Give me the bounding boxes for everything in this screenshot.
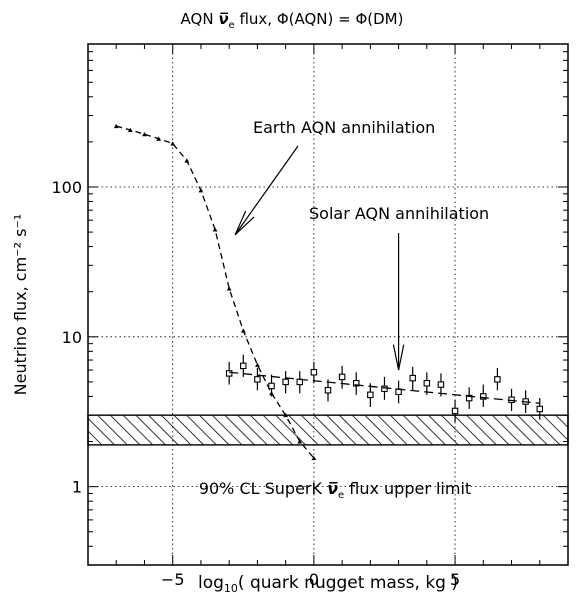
grid [88, 44, 568, 565]
superk-annotation-part: ν̅ [327, 479, 338, 498]
earth-point [113, 123, 119, 129]
upper-limit-band-rect [87, 414, 569, 446]
y-tick-label: 100 [51, 178, 82, 197]
upper-limit-band [87, 414, 569, 446]
earth-annotation: Earth AQN annihilation [253, 118, 435, 137]
solar-point [338, 373, 346, 381]
y-axis-label: Neutrino flux, cm⁻² s⁻¹ [11, 214, 30, 396]
superk-annotation-part: e [338, 490, 344, 501]
x-axis-label-part: ( quark nugget mass, kg ) [238, 573, 458, 593]
solar-point [437, 381, 445, 388]
earth-point [170, 141, 176, 146]
earth-point [184, 158, 190, 163]
superk-annotation-part: 90% CL SuperK [199, 479, 327, 498]
x-axis-label-part: log [198, 573, 224, 593]
series [113, 123, 544, 461]
x-axis-label: log10( quark nugget mass, kg ) [198, 573, 458, 594]
earth-point [255, 362, 260, 367]
earth-series-line [116, 125, 315, 459]
annotations [234, 145, 405, 371]
solar-arrow-head [392, 344, 405, 371]
solar-annotation: Solar AQN annihilation [309, 204, 489, 223]
x-tick-label: 0 [309, 570, 319, 589]
solar-point [268, 382, 275, 390]
solar-point [494, 376, 501, 383]
solar-point [324, 386, 332, 394]
chart-title-part: flux, Φ(AQN) = Φ(DM) [235, 10, 404, 28]
earth-arrow [234, 145, 299, 236]
solar-point [254, 376, 261, 383]
earth-point [311, 455, 317, 461]
solar-point [225, 370, 233, 377]
earth-arrow-head [234, 210, 255, 236]
solar-point [536, 405, 544, 413]
x-tick-label: 5 [450, 570, 460, 589]
earth-point [297, 439, 303, 444]
earth-point [240, 328, 246, 333]
y-tick-label: 1 [72, 478, 82, 497]
solar-point [451, 407, 459, 415]
y-tick-label: 10 [62, 328, 82, 347]
solar-point [240, 362, 247, 370]
earth-point [142, 132, 147, 137]
earth-point [156, 136, 161, 141]
chart-title-part: e [229, 20, 235, 31]
x-tick-label: −5 [161, 570, 185, 589]
superk-annotation: 90% CL SuperK ν̅e flux upper limit [199, 479, 471, 501]
solar-fit-line [229, 371, 540, 404]
earth-point [283, 412, 289, 418]
earth-point [127, 127, 133, 133]
solar-point [352, 379, 360, 387]
chart-title: AQN ν̅e flux, Φ(AQN) = Φ(DM) [181, 10, 404, 31]
solar-point [310, 369, 318, 376]
plot-border [87, 43, 569, 566]
solar-point [381, 385, 388, 393]
solar-point [367, 391, 374, 399]
superk-annotation-part: flux upper limit [344, 479, 471, 498]
chart-title-part: AQN [181, 10, 219, 28]
earth-point [226, 286, 232, 291]
solar-point [282, 378, 289, 386]
chart-title-part: ν̅ [218, 10, 228, 28]
solar-point [480, 393, 487, 400]
solar-point [465, 394, 473, 402]
earth-point [212, 227, 218, 232]
solar-point [423, 379, 431, 387]
solar-point [409, 374, 416, 382]
earth-point [198, 188, 204, 193]
x-axis-label-part: 10 [224, 582, 238, 594]
plot-frame [87, 43, 569, 566]
